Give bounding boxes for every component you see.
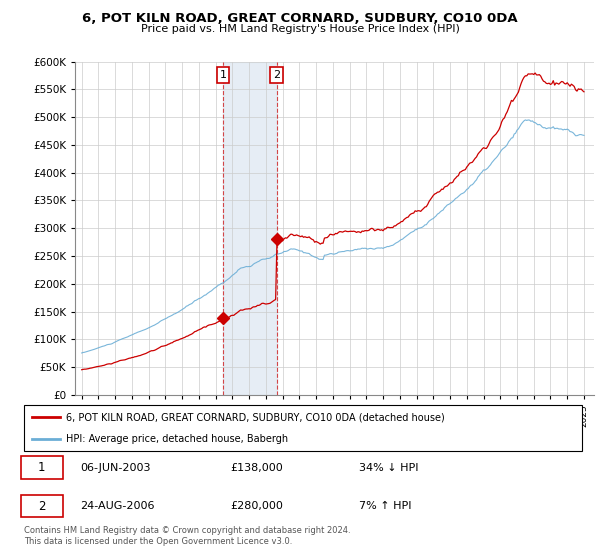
Bar: [223, 62, 277, 395]
FancyBboxPatch shape: [24, 405, 582, 451]
Text: 6, POT KILN ROAD, GREAT CORNARD, SUDBURY, CO10 0DA (detached house): 6, POT KILN ROAD, GREAT CORNARD, SUDBURY…: [66, 412, 445, 422]
Text: 2: 2: [38, 500, 46, 512]
Text: Contains HM Land Registry data © Crown copyright and database right 2024.
This d: Contains HM Land Registry data © Crown c…: [24, 526, 350, 546]
Text: 2: 2: [273, 70, 280, 80]
Text: 6, POT KILN ROAD, GREAT CORNARD, SUDBURY, CO10 0DA: 6, POT KILN ROAD, GREAT CORNARD, SUDBURY…: [82, 12, 518, 25]
Text: £280,000: £280,000: [230, 501, 283, 511]
Text: 1: 1: [38, 461, 46, 474]
Text: 1: 1: [220, 70, 226, 80]
Text: 7% ↑ HPI: 7% ↑ HPI: [359, 501, 412, 511]
Text: HPI: Average price, detached house, Babergh: HPI: Average price, detached house, Babe…: [66, 435, 288, 444]
Text: £138,000: £138,000: [230, 463, 283, 473]
Text: Price paid vs. HM Land Registry's House Price Index (HPI): Price paid vs. HM Land Registry's House …: [140, 24, 460, 34]
Text: 06-JUN-2003: 06-JUN-2003: [80, 463, 151, 473]
Text: 24-AUG-2006: 24-AUG-2006: [80, 501, 154, 511]
FancyBboxPatch shape: [21, 456, 63, 479]
Text: 34% ↓ HPI: 34% ↓ HPI: [359, 463, 418, 473]
FancyBboxPatch shape: [21, 495, 63, 517]
